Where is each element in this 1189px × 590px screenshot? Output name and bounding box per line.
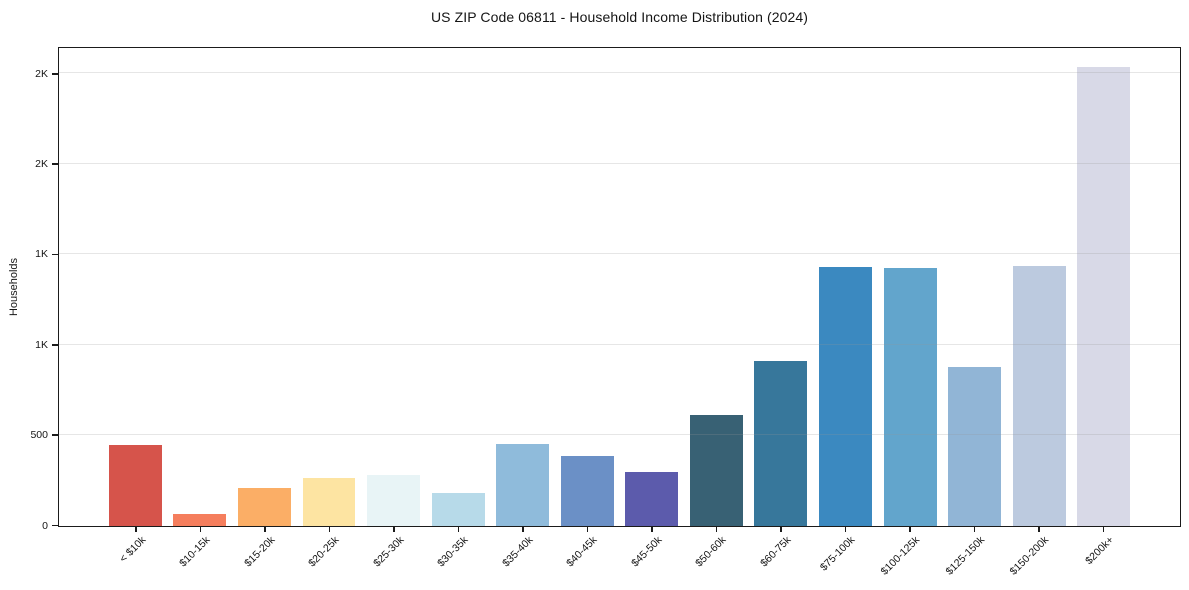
bar-slot (1071, 48, 1136, 526)
y-tick-mark (52, 344, 58, 346)
y-axis-label: Households (8, 257, 20, 317)
x-tick-label: $10-15k (177, 534, 213, 570)
x-tick-mark (328, 527, 330, 532)
x-tick-label: $45-50k (628, 534, 665, 570)
bar-35-40k (496, 443, 550, 526)
x-tick-mark (973, 527, 975, 532)
y-tick-label: 0 (42, 519, 48, 532)
x-tick-mark (651, 527, 653, 532)
x-tick-mark (264, 527, 266, 532)
x-tick-mark (1038, 527, 1040, 532)
bars-container (59, 48, 1180, 526)
bar-50-60k (689, 414, 743, 526)
bar-100-125k (883, 268, 937, 526)
bar-45-50k (625, 472, 679, 526)
bar-150-200k (1012, 266, 1066, 526)
bar-125-150k (948, 367, 1002, 526)
bar-75-100k (819, 267, 872, 526)
y-tick-label: 2K (35, 158, 48, 171)
x-tick-mark (780, 527, 782, 532)
bar-slot (490, 48, 555, 526)
x-tick-label: $15-20k (241, 534, 278, 570)
bar-slot (168, 48, 233, 526)
y-tick-mark (52, 434, 58, 436)
bar-slot (749, 48, 814, 526)
bar-25-30k (367, 475, 420, 526)
x-tick-label: $200k+ (1082, 534, 1116, 568)
bar-40-45k (560, 455, 614, 526)
x-tick-label: $30-35k (435, 534, 471, 570)
bar-10-15k (173, 514, 227, 526)
bar-10k (108, 444, 162, 526)
bar-slot (555, 48, 620, 526)
bar-slot (361, 48, 426, 526)
x-tick-mark (393, 527, 395, 532)
bar-slot (1007, 48, 1072, 526)
y-tick-label: 1K (35, 248, 48, 261)
y-tick-mark (52, 163, 58, 165)
x-tick-label: $60-75k (757, 534, 794, 570)
x-tick-label: $100-125k (878, 534, 923, 578)
x-tick-mark (1102, 527, 1104, 532)
x-tick-label: $25-30k (370, 534, 407, 570)
plot-area (58, 47, 1181, 527)
x-tick-mark (844, 527, 846, 532)
x-tick-label: $150-200k (1007, 534, 1052, 578)
x-tick-label: $75-100k (818, 534, 858, 574)
bar-15-20k (237, 487, 291, 526)
bar-slot (103, 48, 168, 526)
x-tick-mark (457, 527, 459, 532)
y-tick-label: 1K (35, 338, 48, 351)
bar-200k+ (1077, 67, 1131, 526)
y-tick-label: 500 (30, 429, 48, 442)
bar-20-25k (302, 478, 356, 526)
x-tick-label: < $10k (117, 534, 149, 565)
bar-60-75k (754, 361, 808, 526)
x-tick-label: $50-60k (693, 534, 729, 570)
x-tick-mark (715, 527, 717, 532)
bar-slot (297, 48, 362, 526)
x-tick-label: $35-40k (499, 534, 536, 570)
bar-slot (426, 48, 491, 526)
y-tick-mark (52, 524, 58, 527)
bar-slot (620, 48, 685, 526)
x-tick-label: $20-25k (306, 534, 342, 570)
x-tick-mark (909, 527, 911, 532)
x-tick-mark (199, 527, 201, 532)
y-tick-mark (52, 73, 58, 75)
x-tick-mark (522, 527, 524, 532)
bar-slot (942, 48, 1007, 526)
x-tick-label: $40-45k (564, 534, 600, 570)
chart-title: US ZIP Code 06811 - Household Income Dis… (430, 9, 809, 25)
x-tick-label: $125-150k (943, 534, 987, 578)
bar-slot (878, 48, 943, 526)
y-tick-label: 2K (35, 67, 48, 80)
bar-slot (684, 48, 749, 526)
x-tick-mark (586, 527, 588, 532)
bar-slot (813, 48, 878, 526)
x-tick-mark (135, 527, 137, 532)
y-tick-mark (52, 253, 58, 256)
bar-30-35k (431, 492, 485, 526)
bar-slot (232, 48, 297, 526)
